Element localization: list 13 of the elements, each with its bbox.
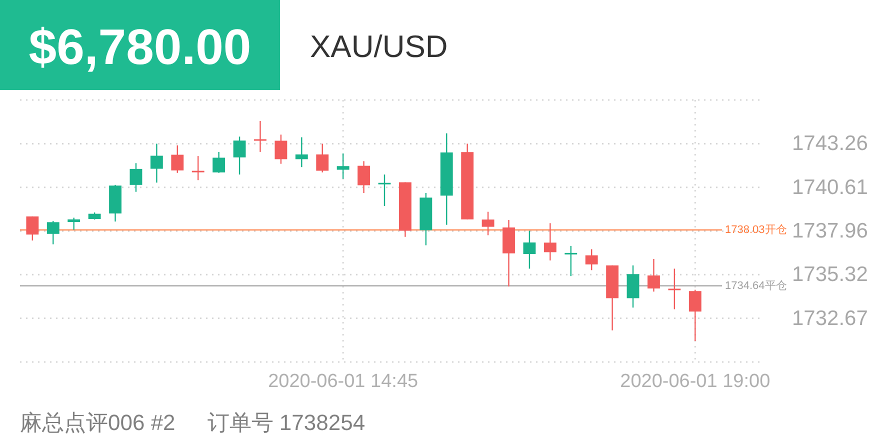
chart-title: XAU/USD xyxy=(310,29,448,64)
text: 麻总点评006 #2 xyxy=(20,410,176,435)
y-tick-label: 1737.96 xyxy=(792,220,868,243)
chart-subtitle: $6,780.00 xyxy=(28,19,252,75)
y-tick-label: 1732.67 xyxy=(792,306,868,330)
y-tick-label: 1743.26 xyxy=(792,132,868,156)
text: 订单号 1738254 xyxy=(207,410,366,435)
y-tick-label: 1740.61 xyxy=(792,176,868,199)
ref-line-label: 1734.64平仓 xyxy=(725,280,787,292)
y-tick-label: 1735.32 xyxy=(792,263,868,286)
x-tick-label: 2020-06-01 19:00 xyxy=(620,371,770,392)
ref-line-label: 1738.03开仓 xyxy=(725,224,787,236)
x-tick-label: 2020-06-01 14:45 xyxy=(268,371,418,392)
